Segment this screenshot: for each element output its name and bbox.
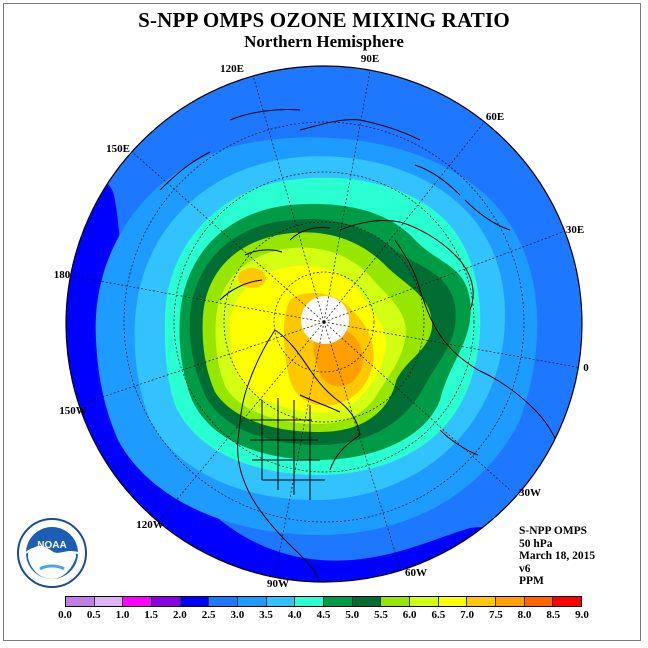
colorbar-label: 4.0 xyxy=(287,609,302,621)
colorbar-label: 3.5 xyxy=(259,609,273,621)
colorbar-swatch xyxy=(381,597,411,606)
colorbar-swatch xyxy=(238,597,267,606)
info-pressure: 50 hPa xyxy=(519,537,553,550)
colorbar-swatch xyxy=(553,597,582,606)
colorbar-label: 4.5 xyxy=(316,609,331,621)
colorbar-label: 0.5 xyxy=(86,609,101,621)
colorbar-label: 1.0 xyxy=(115,609,130,621)
lon-label-60w: 60W xyxy=(405,567,427,579)
colorbar-label: 6.0 xyxy=(402,609,417,621)
longitude-labels: 90E 60E 30E 0 30W 60W 90W 120W 150W 180 … xyxy=(54,53,590,590)
colorbar-label: 8.5 xyxy=(546,609,561,621)
colorbar-label: 9.0 xyxy=(575,609,589,621)
colorbar-swatch xyxy=(295,597,325,606)
colorbar-label: 8.0 xyxy=(517,609,532,621)
colorbar-label: 2.5 xyxy=(201,609,216,621)
noaa-logo: NOAA xyxy=(16,517,88,589)
field-6.5-spot xyxy=(238,268,266,288)
lon-label-180: 180 xyxy=(54,269,71,281)
colorbar-swatch xyxy=(180,597,210,606)
colorbar-swatch xyxy=(324,597,353,606)
colorbar-swatch xyxy=(266,597,296,606)
lon-label-90w: 90W xyxy=(267,578,289,590)
colorbar-swatch xyxy=(496,597,525,606)
map-title: S-NPP OMPS OZONE MIXING RATIO xyxy=(138,8,510,32)
lon-label-30w: 30W xyxy=(519,487,541,499)
info-units: PPM xyxy=(519,575,544,587)
colorbar-swatch xyxy=(66,597,95,606)
lon-label-60e: 60E xyxy=(486,111,504,123)
lon-label-120w: 120W xyxy=(136,519,164,531)
info-date: March 18, 2015 xyxy=(519,550,596,562)
logo-text: NOAA xyxy=(37,540,66,551)
colorbar-label: 6.5 xyxy=(431,609,446,621)
colorbar-swatch xyxy=(410,597,439,606)
colorbar-swatch xyxy=(524,597,554,606)
colorbar-label: 0.0 xyxy=(58,609,72,621)
colorbar-swatch xyxy=(152,597,181,606)
colorbar-label: 5.5 xyxy=(374,609,388,621)
polar-no-data xyxy=(301,296,349,344)
info-instrument: S-NPP OMPS xyxy=(519,525,588,537)
colorbar-label: 1.5 xyxy=(144,609,159,621)
colorbar-swatch xyxy=(123,597,153,606)
colorbar-label: 2.0 xyxy=(173,609,187,621)
lon-label-150e: 150E xyxy=(106,143,130,155)
noaa-seal-icon: NOAA xyxy=(17,518,87,588)
map-subtitle: Northern Hemisphere xyxy=(244,32,404,51)
coastlines xyxy=(159,109,566,579)
colorbar-swatch xyxy=(94,597,124,606)
info-block: S-NPP OMPS 50 hPa March 18, 2015 v6 PPM xyxy=(519,525,595,588)
colorbar-label: 7.0 xyxy=(460,609,474,621)
colorbar-label: 7.5 xyxy=(488,609,503,621)
colorbar-swatch xyxy=(352,597,382,606)
graticule xyxy=(69,66,582,576)
figure-frame xyxy=(3,3,641,641)
colorbar-label: 5.0 xyxy=(345,609,360,621)
colorbar-swatch xyxy=(467,597,497,606)
colorbar-swatch xyxy=(209,597,239,606)
info-version: v6 xyxy=(519,562,531,575)
colorbar xyxy=(65,596,582,607)
colorbar-label: 3.0 xyxy=(230,609,245,621)
lon-label-0: 0 xyxy=(583,362,589,374)
lon-label-120e: 120E xyxy=(220,63,244,75)
map-boundary xyxy=(65,65,583,583)
lon-label-90e: 90E xyxy=(361,53,379,65)
lon-label-150w: 150W xyxy=(59,405,87,417)
colorbar-swatch xyxy=(438,597,468,606)
lon-label-30e: 30E xyxy=(566,224,584,236)
